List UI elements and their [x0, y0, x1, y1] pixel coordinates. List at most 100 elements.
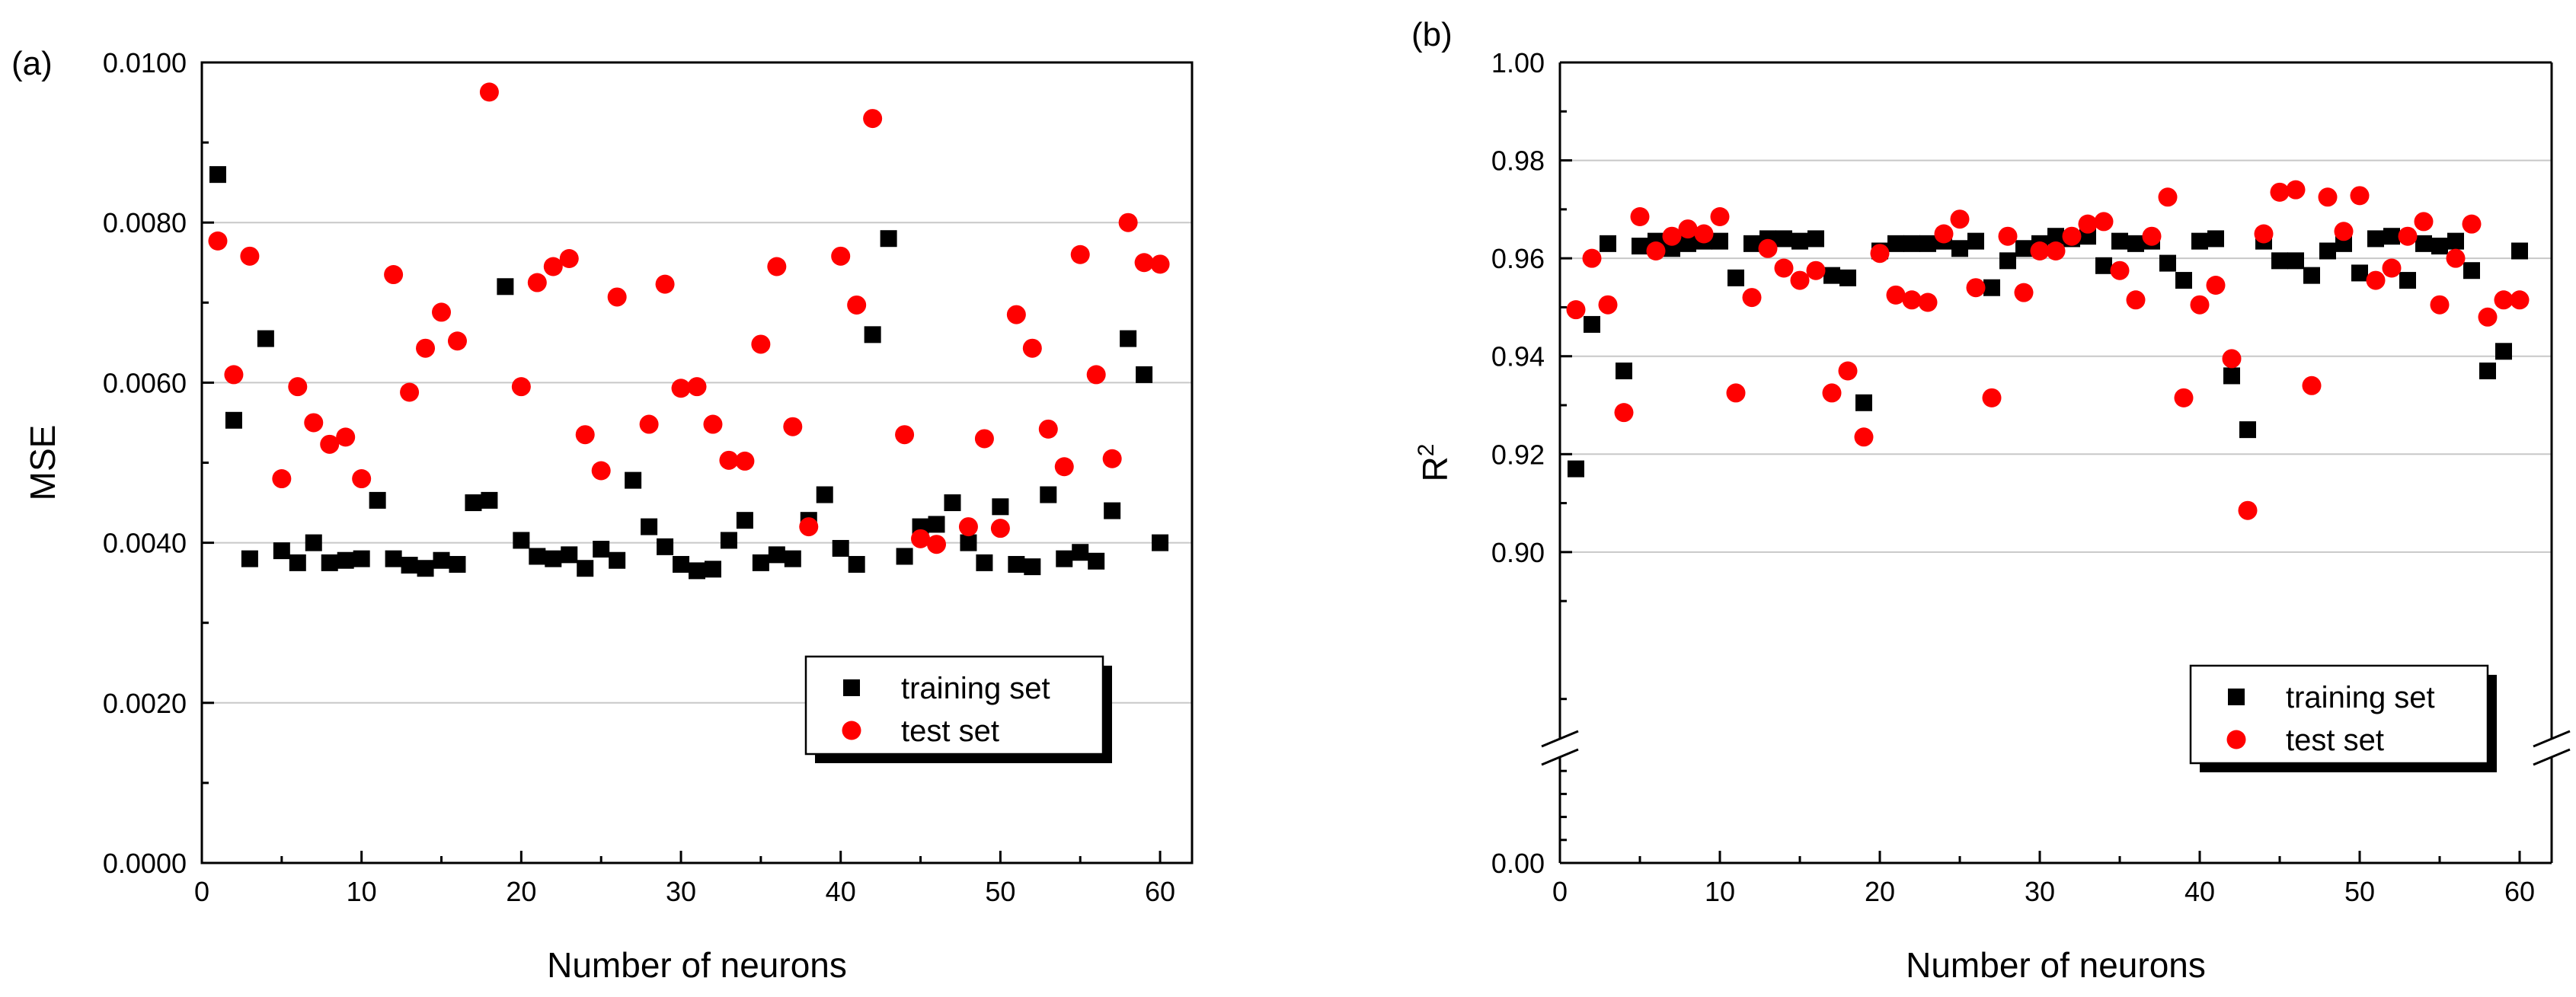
- panel-b-test-point: [2030, 241, 2050, 260]
- panel-b-test-point: [1662, 226, 1682, 246]
- panel-a-training-point: [896, 548, 913, 565]
- panel-a-training-point: [289, 554, 306, 571]
- panel-b-x-tick-label: 10: [1705, 876, 1735, 907]
- panel-b-test-point: [1774, 258, 1794, 278]
- panel-a-test-point: [479, 82, 499, 102]
- panel-b-y-tick-label: 0.96: [1491, 243, 1545, 274]
- panel-a-test-point: [543, 257, 563, 276]
- panel-b-test-point: [1598, 295, 1618, 315]
- panel-a-y-tick-label: 0.0000: [103, 848, 187, 879]
- panel-a-training-point: [273, 542, 290, 560]
- panel-b-test-point: [2494, 290, 2514, 310]
- panel-b-training-point: [2207, 230, 2224, 248]
- panel-a-x-tick-label: 10: [347, 876, 377, 907]
- panel-b-training-point: [1823, 267, 1840, 284]
- panel-a-test-point: [527, 273, 547, 292]
- panel-a-test-point: [1038, 419, 1058, 439]
- panel-a-test-point: [911, 529, 931, 548]
- panel-a-test-point: [990, 519, 1010, 538]
- panel-a-test-point: [591, 461, 611, 481]
- panel-a-training-point: [241, 550, 258, 567]
- panel-b-training-point: [2239, 421, 2256, 439]
- panel-b-training-point: [2511, 242, 2528, 260]
- panel-a-training-point: [545, 550, 562, 567]
- panel-b-test-point: [1854, 427, 1874, 447]
- panel-a-training-point: [960, 534, 977, 551]
- panel-b-test-point: [1646, 241, 1666, 260]
- panel-b-plot-frame: [1558, 61, 2553, 864]
- panel-a-test-point: [320, 434, 340, 454]
- panel-a-training-point: [353, 550, 370, 567]
- panel-b-y-tick-label: 0.98: [1491, 145, 1545, 177]
- panel-b-r2-chart: 0 10 20 30 40 50 60 0.00 0.90 0.92 0.94 0.96 0.98 1.…: [1411, 16, 2571, 985]
- panel-a-test-point: [1150, 254, 1170, 274]
- panel-a-training-point: [657, 538, 674, 555]
- panel-b-test-point: [1630, 207, 1650, 226]
- panel-a-training-point: [736, 512, 753, 529]
- panel-b-test-point: [2270, 182, 2290, 202]
- panel-b-training-point: [1983, 279, 2000, 296]
- panel-a-y-axis: 0.0000 0.0020 0.0040 0.0060 0.0080 0.0100: [103, 47, 214, 879]
- panel-a-training-point: [417, 560, 434, 577]
- panel-b-training-point: [1919, 235, 1936, 252]
- panel-b-training-point: [1887, 235, 1904, 252]
- panel-b-training-point: [1632, 238, 1648, 255]
- panel-b-training-point: [2319, 242, 2336, 260]
- panel-a-y-tick-label: 0.0020: [103, 688, 187, 719]
- panel-b-test-point: [1806, 260, 1826, 280]
- panel-b-x-tick-label: 30: [2025, 876, 2055, 907]
- panel-b-training-point: [1903, 235, 1920, 252]
- panel-a-training-point: [689, 562, 705, 580]
- panel-b-test-point: [2062, 226, 2082, 246]
- panel-a-training-point: [481, 491, 498, 509]
- panel-a-test-point: [1118, 213, 1138, 232]
- panel-b-training-point: [1711, 232, 1728, 250]
- panel-b-training-point: [1855, 394, 1872, 411]
- panel-b-test-point: [1934, 224, 1954, 244]
- panel-a-test-point: [687, 377, 707, 397]
- panel-b-training-point: [1951, 240, 1968, 257]
- panel-b-training-point: [2495, 343, 2512, 360]
- panel-a-training-point: [944, 494, 961, 512]
- panel-a-training-point: [593, 541, 610, 558]
- panel-a-test-point: [511, 377, 531, 397]
- panel-b-training-point: [2159, 254, 2176, 272]
- panel-a-training-point: [1136, 366, 1153, 383]
- panel-b-training-point: [2351, 264, 2368, 282]
- panel-a-test-point: [432, 302, 452, 322]
- panel-b-y-tick-label: 0.92: [1491, 439, 1545, 470]
- panel-b-test-point: [1726, 383, 1746, 403]
- panel-b-x-tick-label: 20: [1865, 876, 1895, 907]
- panel-a-legend-training-marker: [843, 679, 860, 696]
- panel-a-training-point: [369, 491, 386, 509]
- panel-b-y-tick-label: 0.90: [1491, 537, 1545, 568]
- panel-a-test-point: [1054, 457, 1074, 477]
- panel-b-test-point: [1582, 248, 1602, 268]
- panel-b-test-point: [1838, 361, 1858, 381]
- panel-a-training-point: [337, 551, 354, 569]
- panel-b-test-point: [1822, 383, 1842, 403]
- panel-b-training-point: [2463, 262, 2480, 280]
- panel-a-training-point: [673, 555, 690, 573]
- panel-b-test-point: [2142, 226, 2162, 246]
- panel-a-training-point: [880, 230, 897, 248]
- panel-b-training-point: [1967, 232, 1984, 250]
- panel-b-y-tick-label: 0.00: [1491, 848, 1545, 879]
- panel-a-test-point: [447, 331, 467, 351]
- panel-a-training-point: [752, 554, 769, 571]
- panel-a-test-point: [799, 517, 819, 537]
- panel-b-training-point: [1775, 230, 1792, 248]
- panel-b-test-point: [2046, 241, 2066, 260]
- panel-b-test-point: [2478, 307, 2498, 327]
- panel-a-training-point: [577, 560, 594, 577]
- panel-b-y-tick-label: 1.00: [1491, 47, 1545, 78]
- panel-a-test-point: [1006, 305, 1026, 324]
- panel-b-test-point: [1918, 292, 1938, 312]
- panel-a-training-point: [465, 494, 482, 512]
- panel-b-training-point: [1807, 230, 1824, 248]
- panel-b-axis-break: [1541, 730, 2571, 766]
- panel-b-test-point: [2334, 222, 2354, 241]
- panel-a-test-point: [719, 450, 739, 470]
- panel-a-test-point: [783, 417, 803, 436]
- panel-b-x-tick-label: 40: [2184, 876, 2215, 907]
